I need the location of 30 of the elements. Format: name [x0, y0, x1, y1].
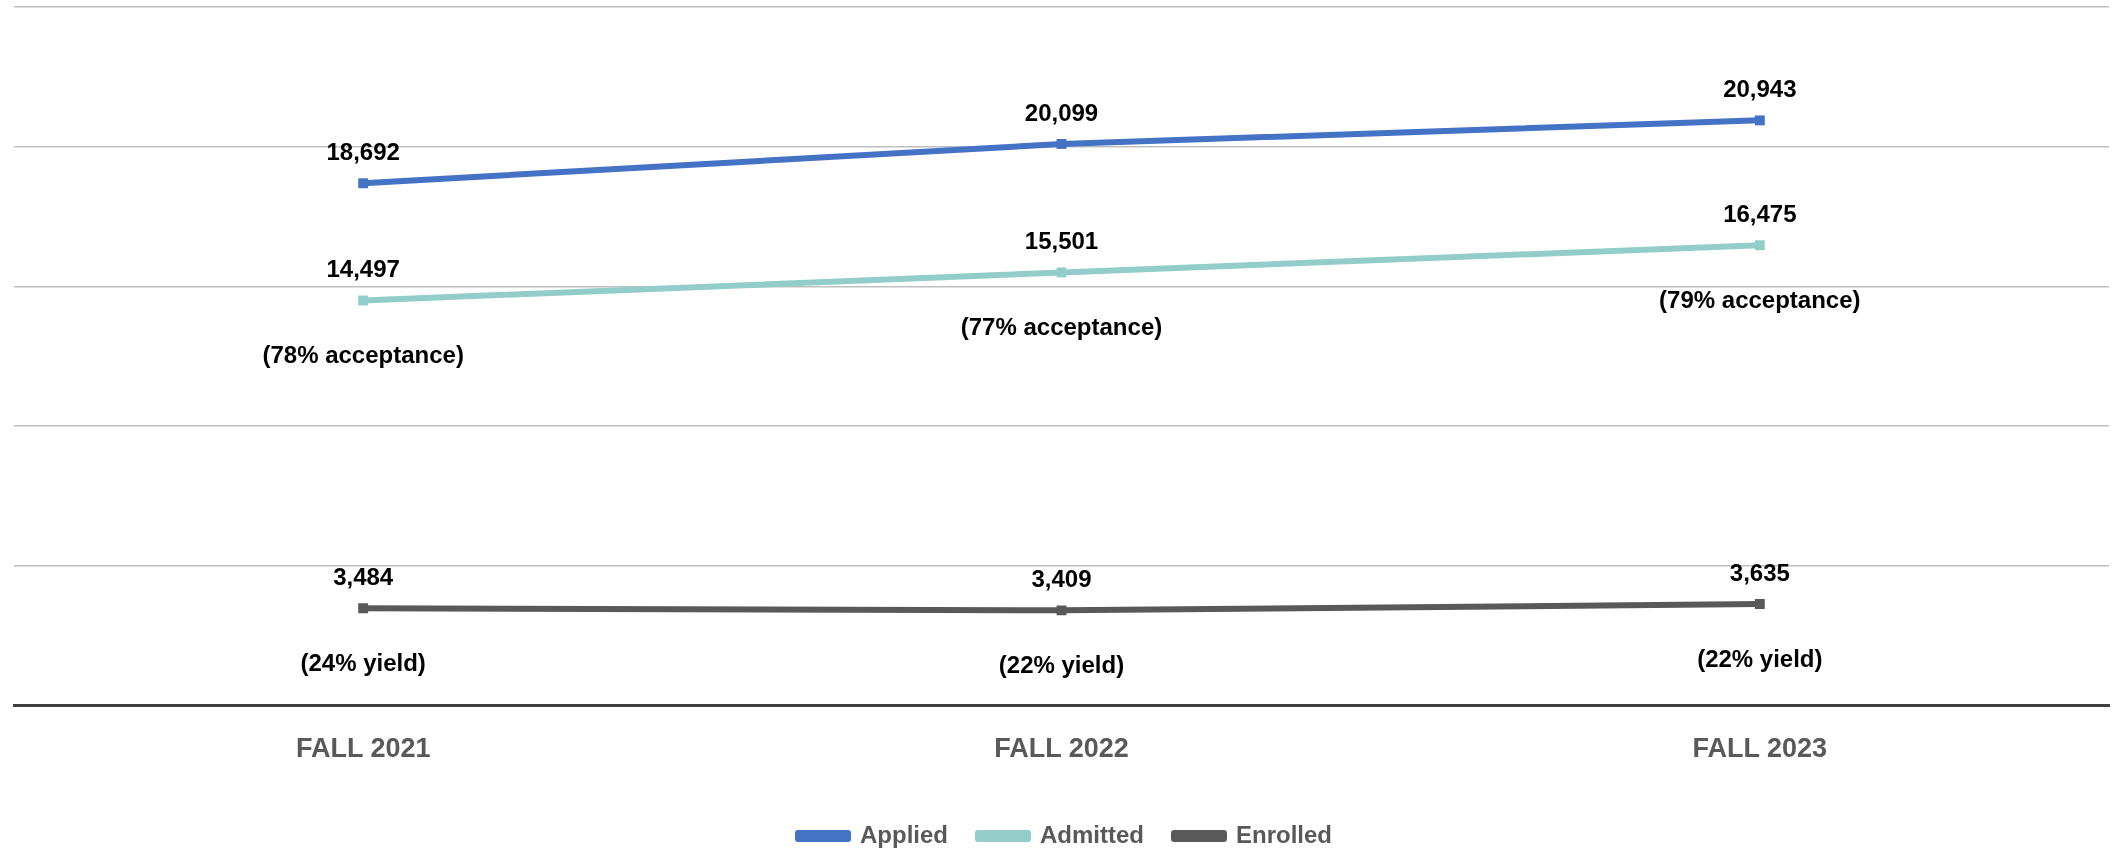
data-label: 20,099: [1024, 98, 1099, 126]
text: (22% yield): [998, 650, 1125, 678]
annotation: (77% acceptance): [960, 313, 1163, 341]
point: [1754, 115, 1765, 126]
point: [1056, 605, 1067, 616]
data-label: 15,501: [1024, 227, 1099, 255]
point: [358, 178, 369, 189]
data-label: 18,692: [326, 137, 400, 165]
text: (22% yield): [1697, 644, 1823, 672]
annotation: (79% acceptance): [1659, 285, 1861, 313]
data-label: 3,484: [333, 562, 394, 590]
data-label: 20,943: [1723, 74, 1797, 102]
x-tick-label: FALL 2023: [1692, 733, 1828, 764]
point: [1056, 267, 1067, 278]
point: [1056, 139, 1067, 149]
x-tick-label: FALL 2022: [994, 733, 1129, 764]
text: (24% yield): [300, 648, 426, 676]
point: [358, 295, 369, 306]
legend-label: Applied: [860, 820, 948, 848]
data-label: 3,409: [1031, 564, 1092, 592]
x-tick-label: FALL 2021: [295, 733, 431, 764]
point: [1754, 599, 1765, 609]
point: [1754, 240, 1765, 251]
legend-label: Enrolled: [1235, 820, 1332, 848]
annotation: (78% acceptance): [262, 341, 464, 369]
data-label: 16,475: [1723, 199, 1797, 227]
point: [358, 603, 369, 614]
data-label: 14,497: [326, 255, 400, 283]
legend-label: Admitted: [1040, 820, 1144, 848]
data-label: 3,635: [1729, 558, 1790, 586]
